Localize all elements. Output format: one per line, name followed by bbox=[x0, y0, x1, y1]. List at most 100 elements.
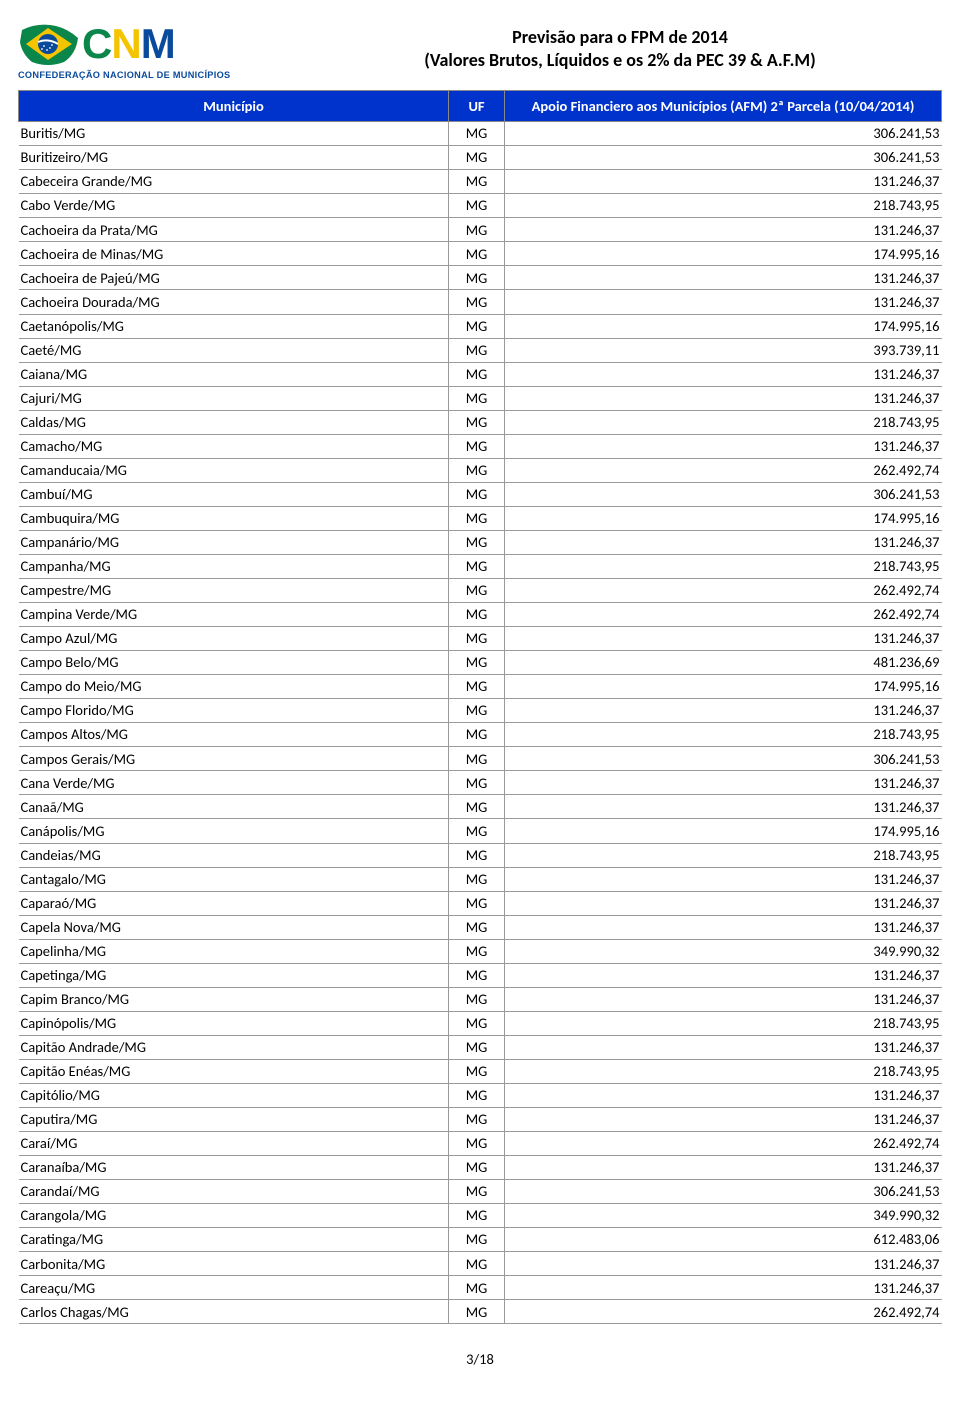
cell-uf: MG bbox=[449, 122, 505, 146]
cell-municipio: Capim Branco/MG bbox=[19, 987, 449, 1011]
cell-valor: 131.246,37 bbox=[505, 290, 942, 314]
cell-valor: 131.246,37 bbox=[505, 699, 942, 723]
cell-municipio: Campanha/MG bbox=[19, 554, 449, 578]
table-row: Campo Azul/MGMG131.246,37 bbox=[19, 627, 942, 651]
table-row: Cabo Verde/MGMG218.743,95 bbox=[19, 194, 942, 218]
cell-municipio: Camacho/MG bbox=[19, 434, 449, 458]
cell-uf: MG bbox=[449, 963, 505, 987]
cell-valor: 174.995,16 bbox=[505, 819, 942, 843]
table-row: Cachoeira da Prata/MGMG131.246,37 bbox=[19, 218, 942, 242]
logo-letter-n: N bbox=[111, 20, 140, 67]
cell-valor: 131.246,37 bbox=[505, 530, 942, 554]
cell-valor: 262.492,74 bbox=[505, 1300, 942, 1324]
cell-municipio: Cachoeira de Pajeú/MG bbox=[19, 266, 449, 290]
cell-municipio: Capinópolis/MG bbox=[19, 1011, 449, 1035]
cell-municipio: Campo do Meio/MG bbox=[19, 675, 449, 699]
table-row: Capitão Enéas/MGMG218.743,95 bbox=[19, 1059, 942, 1083]
table-row: Campina Verde/MGMG262.492,74 bbox=[19, 603, 942, 627]
cell-valor: 218.743,95 bbox=[505, 1059, 942, 1083]
cell-valor: 218.743,95 bbox=[505, 410, 942, 434]
table-row: Caranaíba/MGMG131.246,37 bbox=[19, 1156, 942, 1180]
table-row: Caetanópolis/MGMG174.995,16 bbox=[19, 314, 942, 338]
cell-municipio: Capela Nova/MG bbox=[19, 915, 449, 939]
cell-municipio: Camanducaia/MG bbox=[19, 458, 449, 482]
cell-uf: MG bbox=[449, 1011, 505, 1035]
cell-uf: MG bbox=[449, 891, 505, 915]
cell-valor: 131.246,37 bbox=[505, 218, 942, 242]
table-row: Caldas/MGMG218.743,95 bbox=[19, 410, 942, 434]
cell-uf: MG bbox=[449, 314, 505, 338]
cell-valor: 218.743,95 bbox=[505, 554, 942, 578]
table-row: Campanha/MGMG218.743,95 bbox=[19, 554, 942, 578]
cell-valor: 218.743,95 bbox=[505, 1011, 942, 1035]
cell-municipio: Cachoeira de Minas/MG bbox=[19, 242, 449, 266]
logo-letter-c: C bbox=[82, 20, 111, 67]
brazil-flag-icon bbox=[18, 20, 80, 68]
cell-municipio: Cajuri/MG bbox=[19, 386, 449, 410]
cell-municipio: Cabo Verde/MG bbox=[19, 194, 449, 218]
cell-valor: 131.246,37 bbox=[505, 1252, 942, 1276]
cell-uf: MG bbox=[449, 338, 505, 362]
logo-main: CNM bbox=[18, 20, 298, 68]
table-row: Careaçu/MGMG131.246,37 bbox=[19, 1276, 942, 1300]
cell-uf: MG bbox=[449, 843, 505, 867]
cell-valor: 612.483,06 bbox=[505, 1228, 942, 1252]
cell-uf: MG bbox=[449, 410, 505, 434]
cell-valor: 349.990,32 bbox=[505, 939, 942, 963]
table-row: Capitólio/MGMG131.246,37 bbox=[19, 1084, 942, 1108]
table-row: Capetinga/MGMG131.246,37 bbox=[19, 963, 942, 987]
table-row: Cachoeira de Pajeú/MGMG131.246,37 bbox=[19, 266, 942, 290]
table-row: Cabeceira Grande/MGMG131.246,37 bbox=[19, 170, 942, 194]
table-row: Cajuri/MGMG131.246,37 bbox=[19, 386, 942, 410]
table-row: Caeté/MGMG393.739,11 bbox=[19, 338, 942, 362]
data-table: Município UF Apoio Financiero aos Municí… bbox=[18, 90, 942, 1324]
cell-uf: MG bbox=[449, 1084, 505, 1108]
cell-valor: 131.246,37 bbox=[505, 795, 942, 819]
cell-uf: MG bbox=[449, 723, 505, 747]
cell-municipio: Campo Azul/MG bbox=[19, 627, 449, 651]
table-row: Buritis/MGMG306.241,53 bbox=[19, 122, 942, 146]
cell-municipio: Caputira/MG bbox=[19, 1108, 449, 1132]
cell-uf: MG bbox=[449, 482, 505, 506]
cell-municipio: Cachoeira Dourada/MG bbox=[19, 290, 449, 314]
cell-uf: MG bbox=[449, 1204, 505, 1228]
cell-municipio: Campanário/MG bbox=[19, 530, 449, 554]
table-row: Caparaó/MGMG131.246,37 bbox=[19, 891, 942, 915]
cell-uf: MG bbox=[449, 1252, 505, 1276]
cell-uf: MG bbox=[449, 1035, 505, 1059]
cell-valor: 174.995,16 bbox=[505, 242, 942, 266]
cell-municipio: Caeté/MG bbox=[19, 338, 449, 362]
cell-uf: MG bbox=[449, 819, 505, 843]
cell-municipio: Cachoeira da Prata/MG bbox=[19, 218, 449, 242]
table-row: Cantagalo/MGMG131.246,37 bbox=[19, 867, 942, 891]
cell-uf: MG bbox=[449, 1276, 505, 1300]
cell-uf: MG bbox=[449, 1180, 505, 1204]
cell-valor: 131.246,37 bbox=[505, 170, 942, 194]
cell-valor: 131.246,37 bbox=[505, 434, 942, 458]
cell-uf: MG bbox=[449, 362, 505, 386]
cell-uf: MG bbox=[449, 1132, 505, 1156]
cell-municipio: Carangola/MG bbox=[19, 1204, 449, 1228]
cell-uf: MG bbox=[449, 579, 505, 603]
cell-valor: 131.246,37 bbox=[505, 1156, 942, 1180]
table-row: Capitão Andrade/MGMG131.246,37 bbox=[19, 1035, 942, 1059]
cell-uf: MG bbox=[449, 1108, 505, 1132]
cell-municipio: Campestre/MG bbox=[19, 579, 449, 603]
table-row: Campo do Meio/MGMG174.995,16 bbox=[19, 675, 942, 699]
cell-valor: 262.492,74 bbox=[505, 579, 942, 603]
cell-valor: 174.995,16 bbox=[505, 314, 942, 338]
table-row: Campestre/MGMG262.492,74 bbox=[19, 579, 942, 603]
cell-valor: 306.241,53 bbox=[505, 1180, 942, 1204]
table-row: Carandaí/MGMG306.241,53 bbox=[19, 1180, 942, 1204]
cell-uf: MG bbox=[449, 987, 505, 1011]
table-row: Camanducaia/MGMG262.492,74 bbox=[19, 458, 942, 482]
cell-uf: MG bbox=[449, 218, 505, 242]
cell-uf: MG bbox=[449, 1059, 505, 1083]
table-row: Cana Verde/MGMG131.246,37 bbox=[19, 771, 942, 795]
cell-municipio: Carandaí/MG bbox=[19, 1180, 449, 1204]
cell-valor: 174.995,16 bbox=[505, 506, 942, 530]
cell-uf: MG bbox=[449, 266, 505, 290]
cell-uf: MG bbox=[449, 915, 505, 939]
cell-valor: 131.246,37 bbox=[505, 891, 942, 915]
table-row: Cachoeira Dourada/MGMG131.246,37 bbox=[19, 290, 942, 314]
